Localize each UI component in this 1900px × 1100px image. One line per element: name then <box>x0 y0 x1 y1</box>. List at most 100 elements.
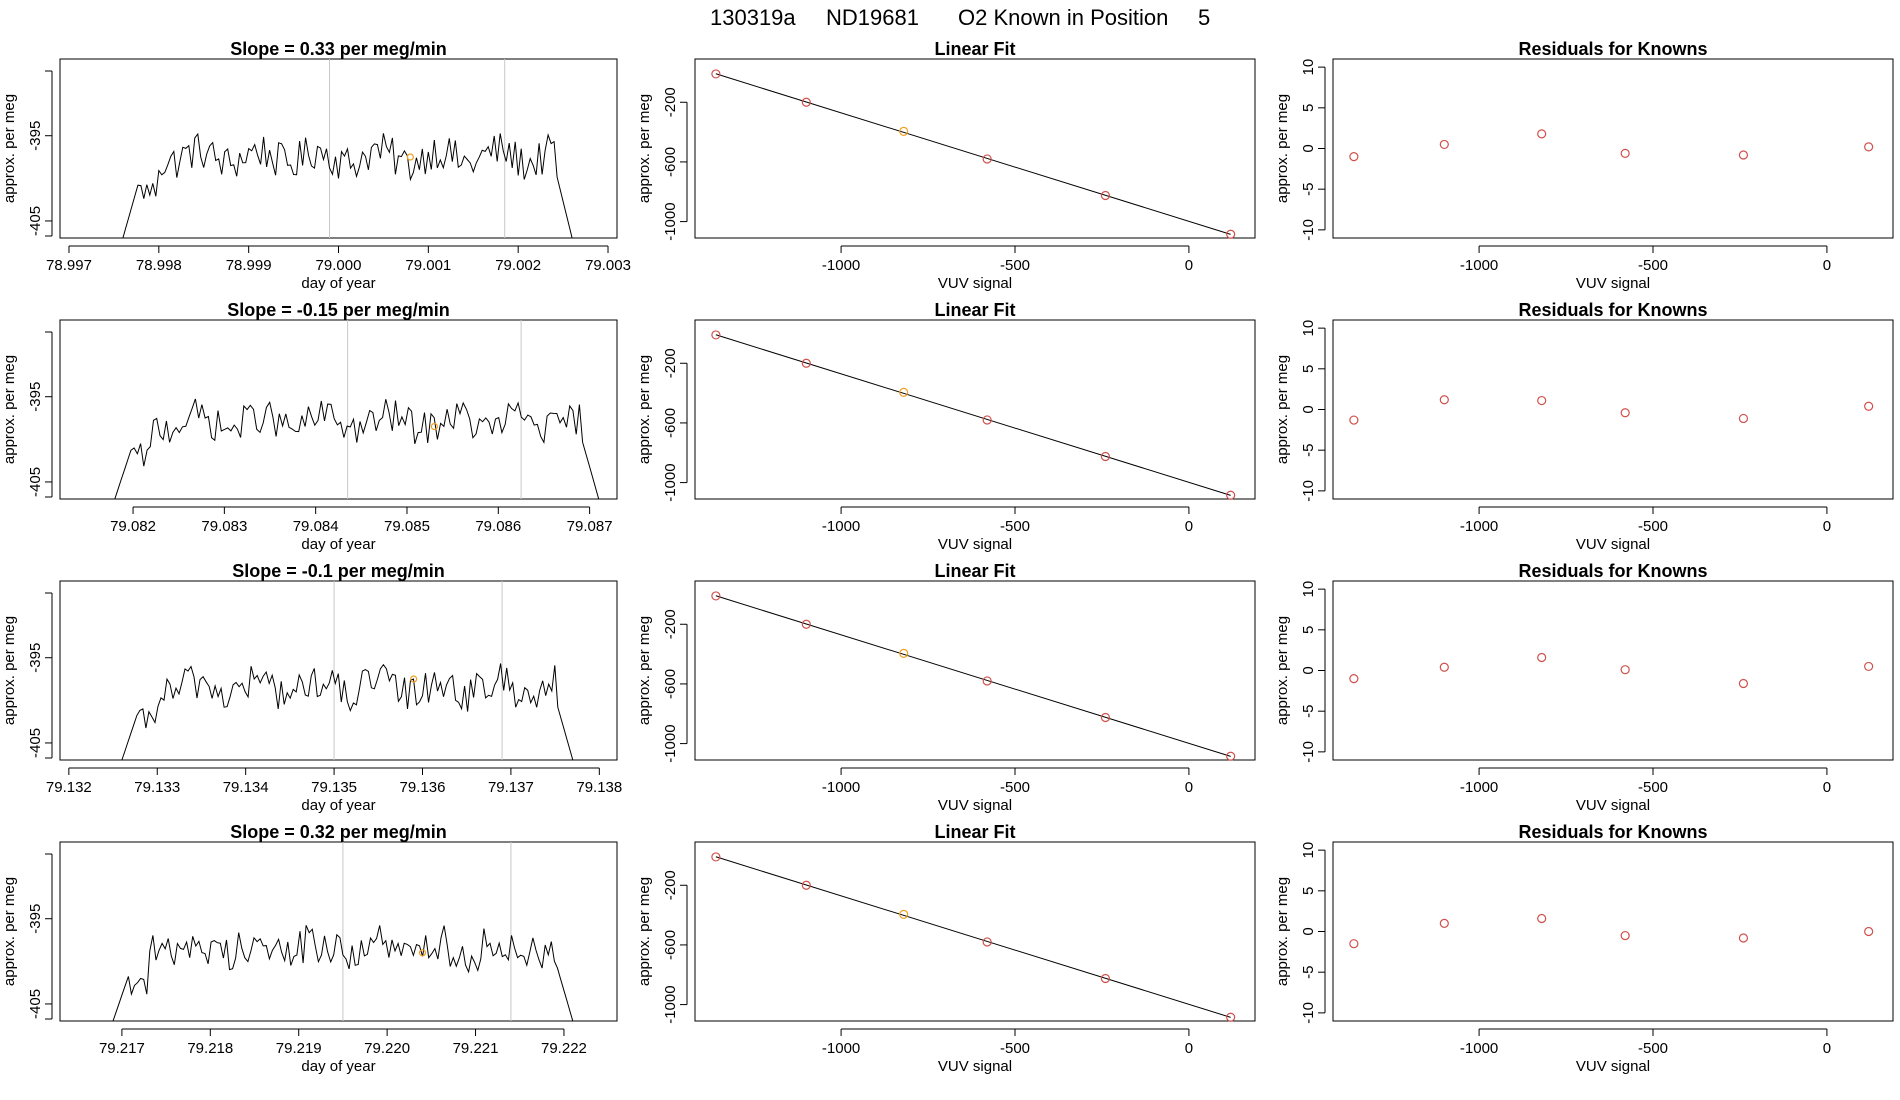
row1-timeseries-x-tick-label: 79.002 <box>495 257 541 274</box>
row2-fit-y-axis: -200 -600 -1000 approx. per meg <box>636 348 688 502</box>
row1-timeseries-y-axis: -395 -405 approx. per meg <box>1 70 53 237</box>
row3-fit-y-tick-label: -600 <box>662 669 679 699</box>
row1-timeseries-x-tick-label: 79.000 <box>316 257 362 274</box>
row1-fit-y-axis-label: approx. per meg <box>636 94 653 203</box>
row2-fit-data-point <box>1226 490 1236 500</box>
row1-residuals-y-axis: -10 -5 0 5 10 approx. per meg <box>1274 59 1326 241</box>
row1-fit-data-point <box>1226 229 1236 239</box>
row3-residuals-residual-point <box>1620 665 1630 675</box>
row2-fit-data-point <box>1100 451 1111 462</box>
row4-residuals-residual-point <box>1864 926 1874 937</box>
row4-fit-data-point <box>899 909 909 919</box>
row1-fit-y-tick-label: -600 <box>662 147 679 177</box>
row2-fit-title: Linear Fit <box>934 300 1015 320</box>
row3-residuals-x-axis-label: VUV signal <box>1576 797 1650 814</box>
row3-residuals-x-tick-label: -500 <box>1638 779 1668 796</box>
row3-timeseries-x-tick-label: 79.134 <box>223 779 269 796</box>
row4-fit-data-point <box>982 937 992 947</box>
suptitle-label: O2 Known in Position <box>958 5 1168 30</box>
row2-residuals-y-tick-label: 10 <box>1300 320 1317 337</box>
row4-residuals-x-tick-label: -500 <box>1638 1040 1668 1057</box>
row4-timeseries-x-tick-label: 79.217 <box>99 1040 145 1057</box>
row1-timeseries-x-tick-label: 78.999 <box>226 257 272 274</box>
row4-fit-x-tick-label: 0 <box>1185 1040 1193 1057</box>
row1-fit-title: Linear Fit <box>934 39 1015 59</box>
row3-fit-data-point <box>982 676 992 686</box>
row2-residuals-x-tick-label: 0 <box>1823 518 1831 535</box>
row2-timeseries-panel: Slope = -0.15 per meg/min 79.082 79.083 79.… <box>1 300 618 553</box>
row2-timeseries-x-tick-label: 79.083 <box>201 518 247 535</box>
row1-fit-fit-line <box>715 73 1231 235</box>
row4-residuals-y-tick-label: 10 <box>1300 842 1317 859</box>
row3-timeseries-y-axis-label: approx. per meg <box>1 616 18 725</box>
row4-timeseries-y-axis: -395 -405 approx. per meg <box>1 853 53 1020</box>
row3-fit-frame <box>694 580 1256 761</box>
row1-residuals-title: Residuals for Knowns <box>1518 39 1707 59</box>
row3-fit-data-point <box>1226 751 1236 761</box>
row1-fit-y-axis: -200 -600 -1000 approx. per meg <box>636 87 688 241</box>
row1-fit-frame <box>694 58 1256 239</box>
row1-fit-data-point <box>982 154 992 164</box>
row3-residuals-residual-point <box>1349 674 1359 684</box>
row1-fit-x-axis: -1000 -500 0 VUV signal <box>822 245 1193 292</box>
row4-timeseries-x-tick-label: 79.218 <box>187 1040 233 1057</box>
row4-residuals-residual-point <box>1620 930 1630 941</box>
row3-fit-x-tick-label: -1000 <box>822 779 860 796</box>
row1-timeseries-x-axis: 78.997 78.998 78.999 79.000 79.001 79.002 79.0… <box>46 245 631 292</box>
row2-residuals-x-tick-label: -500 <box>1638 518 1668 535</box>
row4-timeseries-trace-line <box>112 925 574 1022</box>
row3-residuals-panel: Residuals for Knowns -1000 -500 0 VUV signal… <box>1274 561 1894 814</box>
row4-timeseries-x-axis-label: day of year <box>301 1058 375 1075</box>
suptitle: 130319a ND19681 O2 Known in Position 5 <box>710 5 1210 30</box>
row4-residuals-title: Residuals for Knowns <box>1518 822 1707 842</box>
row1-residuals-y-tick-label: -10 <box>1300 219 1317 241</box>
row2-timeseries-frame <box>59 319 618 500</box>
row3-timeseries-y-tick-label: -395 <box>27 643 44 673</box>
row2-timeseries-x-tick-label: 79.086 <box>475 518 521 535</box>
row2-residuals-y-tick-label: -5 <box>1300 444 1317 457</box>
row3-residuals-residual-point <box>1439 662 1449 672</box>
row2-timeseries-y-tick-label: -405 <box>27 467 44 497</box>
row3-fit-y-tick-label: -1000 <box>662 724 679 762</box>
row2-residuals-x-axis-label: VUV signal <box>1576 536 1650 553</box>
row3-residuals-y-tick-label: -5 <box>1300 705 1317 718</box>
row4-fit-y-axis-label: approx. per meg <box>636 877 653 986</box>
row4-fit-y-axis: -200 -600 -1000 approx. per meg <box>636 870 688 1024</box>
row2-residuals-y-axis: -10 -5 0 5 10 approx. per meg <box>1274 320 1326 502</box>
row3-fit-x-tick-label: 0 <box>1185 779 1193 796</box>
row1-fit-x-axis-label: VUV signal <box>938 275 1012 292</box>
row1-timeseries-x-tick-label: 79.003 <box>585 257 631 274</box>
row3-residuals-x-axis: -1000 -500 0 VUV signal <box>1460 767 1831 814</box>
row4-residuals-panel: Residuals for Knowns -1000 -500 0 VUV signal… <box>1274 822 1894 1075</box>
row3-residuals-y-axis-label: approx. per meg <box>1274 616 1291 725</box>
row4-fit-y-tick-label: -200 <box>662 870 679 900</box>
row2-timeseries-x-axis: 79.082 79.083 79.084 79.085 79.086 79.087 day … <box>110 506 613 553</box>
row1-fit-data-point <box>1100 190 1111 201</box>
row1-residuals-frame <box>1332 58 1894 239</box>
row4-residuals-y-tick-label: 0 <box>1300 927 1317 935</box>
row2-timeseries-title: Slope = -0.15 per meg/min <box>227 300 450 320</box>
row2-residuals-y-tick-label: 5 <box>1300 365 1317 373</box>
row1-residuals-x-tick-label: 0 <box>1823 257 1831 274</box>
row2-residuals-residual-point <box>1738 413 1749 424</box>
row4-residuals-frame <box>1332 841 1894 1022</box>
row4-fit-data-point <box>711 852 721 862</box>
row2-residuals-residual-point <box>1864 401 1874 411</box>
row1-fit-y-tick-label: -1000 <box>662 202 679 240</box>
row2-fit-y-axis-label: approx. per meg <box>636 355 653 464</box>
row3-timeseries-x-tick-label: 79.138 <box>576 779 622 796</box>
row3-fit-fit-line <box>715 595 1231 757</box>
row1-fit-y-tick-label: -200 <box>662 87 679 117</box>
row2-fit-data-point <box>801 358 811 368</box>
row4-residuals-y-axis-label: approx. per meg <box>1274 877 1291 986</box>
row2-timeseries-y-axis: -395 -405 approx. per meg <box>1 331 53 498</box>
row1-fit-panel: Linear Fit -1000 -500 0 VUV signal -200 -600 -1… <box>636 39 1256 292</box>
row4-timeseries-y-tick-label: -405 <box>27 989 44 1019</box>
row3-residuals-y-tick-label: 5 <box>1300 626 1317 634</box>
row3-fit-y-tick-label: -200 <box>662 609 679 639</box>
row2-residuals-residual-point <box>1349 415 1359 425</box>
row3-timeseries-trace-line <box>121 663 574 761</box>
row1-fit-x-tick-label: -1000 <box>822 257 860 274</box>
